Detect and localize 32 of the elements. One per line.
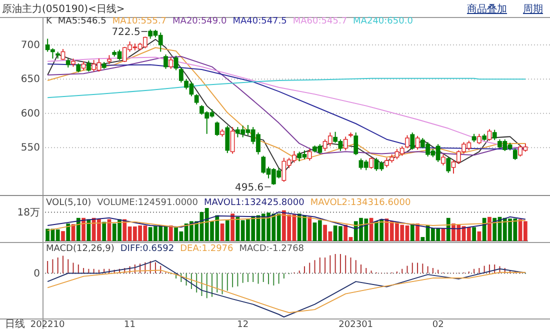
text: DEA:1.2976 xyxy=(180,244,234,254)
x-tick-label: 12 xyxy=(237,320,249,329)
chart-subtitle: VOLUME:124591.0000 xyxy=(97,198,198,208)
x-axis-title: 日线 xyxy=(5,318,25,329)
text: MA10:555.7 xyxy=(112,16,167,26)
annotation: MACD:-1.2768 xyxy=(239,244,304,254)
text: 周期 xyxy=(523,3,543,15)
text: MA40:547.5 xyxy=(232,16,287,26)
annotation: 495.6 xyxy=(235,182,264,194)
text: MA20:549.0 xyxy=(172,16,227,26)
text: 商品叠加 xyxy=(467,3,507,15)
chart-title: 原油主力(050190)<日线> xyxy=(2,3,125,15)
series-label: MAVOL1:132425.8000 xyxy=(204,198,305,208)
chart-title: VOL(5,10) xyxy=(46,198,92,208)
y-tick-label: 650 xyxy=(20,74,40,86)
chart-subtitle: K xyxy=(46,16,53,26)
chart-title: MACD(12,26,9) xyxy=(46,244,114,254)
x-tick-label: 02 xyxy=(432,320,444,329)
x-tick-label: 202210 xyxy=(30,320,66,329)
ref-line-label: 18万 xyxy=(17,207,40,218)
x-tick-label: 202301 xyxy=(338,320,374,329)
y-tick-label: 600 xyxy=(20,108,40,120)
text: MA60:545.7 xyxy=(292,16,348,26)
y-tick-label: 550 xyxy=(20,142,40,154)
y-tick-label: 700 xyxy=(20,40,40,51)
series-label: DIFF:0.6592 xyxy=(120,244,174,254)
ref-line-label: 0 xyxy=(34,268,40,280)
text: MA5:546.5 xyxy=(58,16,106,26)
series-label: MAVOL2:134316.6000 xyxy=(310,198,411,208)
text: MA240:650.0 xyxy=(353,16,414,26)
annotation: 722.5 xyxy=(112,26,140,38)
x-tick-label: 11 xyxy=(124,320,136,329)
